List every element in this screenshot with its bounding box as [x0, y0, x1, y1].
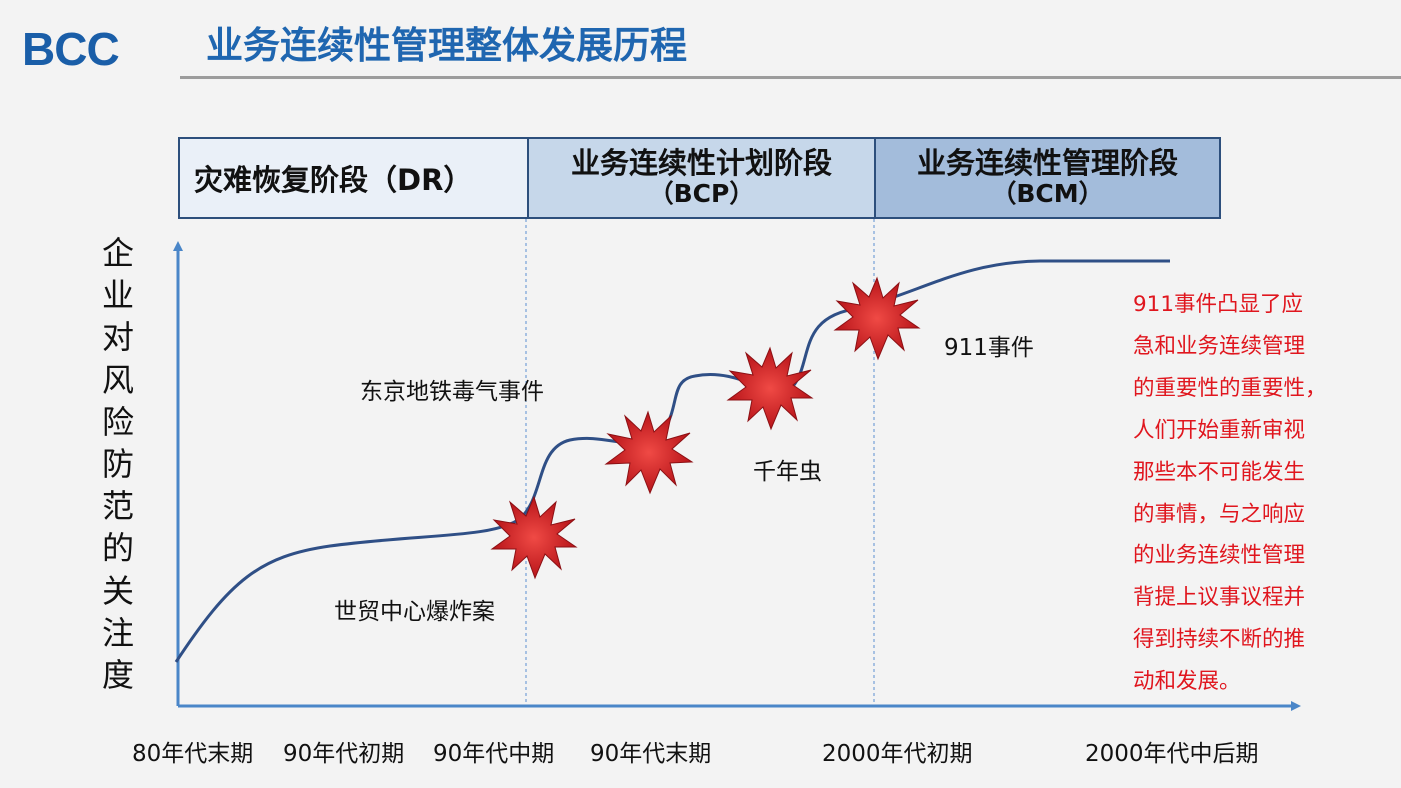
- y-axis-label-char: 防: [101, 445, 134, 484]
- event-label-tokyo-subway: 东京地铁毒气事件: [360, 379, 544, 405]
- x-tick-label: 90年代中期: [433, 741, 555, 767]
- x-tick-label: 2000年代初期: [822, 741, 973, 767]
- phase-dr-label: 灾难恢复阶段（DR）: [194, 163, 473, 198]
- note-line: 人们开始重新审视: [1133, 417, 1306, 443]
- note-line: 急和业务连续管理: [1133, 333, 1306, 359]
- y-axis-label-char: 企: [101, 234, 134, 272]
- starburst-icon: [490, 495, 578, 580]
- title-divider: [180, 76, 1401, 79]
- phase-bcp: 业务连续性计划阶段 （BCP）: [527, 139, 874, 217]
- y-axis-label-char: 注: [101, 613, 134, 652]
- note-line: 背提上议事议程并: [1133, 585, 1306, 611]
- note-line: 得到持续不断的推: [1133, 627, 1306, 653]
- note-line: 动和发展。: [1133, 669, 1241, 695]
- x-tick-label: 90年代末期: [590, 741, 712, 767]
- phase-bar: 灾难恢复阶段（DR） 业务连续性计划阶段 （BCP） 业务连续性管理阶段 （BC…: [178, 137, 1221, 219]
- y-axis-label-char: 险: [101, 402, 134, 441]
- y-axis-label-char: 度: [101, 656, 134, 695]
- note-line: 那些本不可能发生: [1133, 459, 1306, 485]
- bcc-logo: BCC: [22, 23, 120, 75]
- page-title: 业务连续性管理整体发展历程: [206, 24, 687, 67]
- x-tick-label: 90年代初期: [283, 741, 405, 767]
- phase-bcm-label: 业务连续性管理阶段: [916, 145, 1178, 180]
- y-axis-label-char: 对: [101, 318, 134, 357]
- phase-bcp-code: （BCP）: [648, 179, 755, 209]
- event-label-wtc: 世贸中心爆炸案: [334, 599, 495, 625]
- starburst-icon: [726, 346, 814, 431]
- y-axis-label-char: 风: [101, 360, 134, 399]
- note-911-impact: 911事件凸显了应 急和业务连续管理 的重要性的重要性， 人们开始重新审视 那些…: [1133, 284, 1338, 703]
- x-tick-label: 2000年代中后期: [1085, 741, 1259, 767]
- y-axis-label: 企业对风险防范的关注度: [98, 232, 138, 696]
- y-axis-label-char: 范: [101, 487, 134, 526]
- note-line: 的重要性的重要性，: [1133, 375, 1327, 401]
- x-tick-label: 80年代末期: [132, 741, 254, 767]
- phase-bcp-label: 业务连续性计划阶段: [570, 145, 832, 180]
- y-axis-label-char: 的: [101, 529, 134, 568]
- note-line: 的事情，与之响应: [1133, 501, 1306, 527]
- phase-dr: 灾难恢复阶段（DR）: [180, 139, 527, 217]
- y-axis-label-char: 关: [101, 571, 134, 610]
- note-line: 的业务连续性管理: [1133, 543, 1306, 569]
- note-line: 911事件凸显了应: [1133, 292, 1304, 317]
- phase-bcm-code: （BCM）: [991, 179, 1104, 209]
- y-axis-label-char: 业: [101, 276, 134, 315]
- event-label-911: 911事件: [944, 335, 1034, 361]
- starburst-icon: [833, 276, 921, 361]
- phase-bcm: 业务连续性管理阶段 （BCM）: [874, 139, 1219, 217]
- event-label-y2k: 千年虫: [753, 459, 822, 485]
- starburst-icon: [604, 410, 694, 495]
